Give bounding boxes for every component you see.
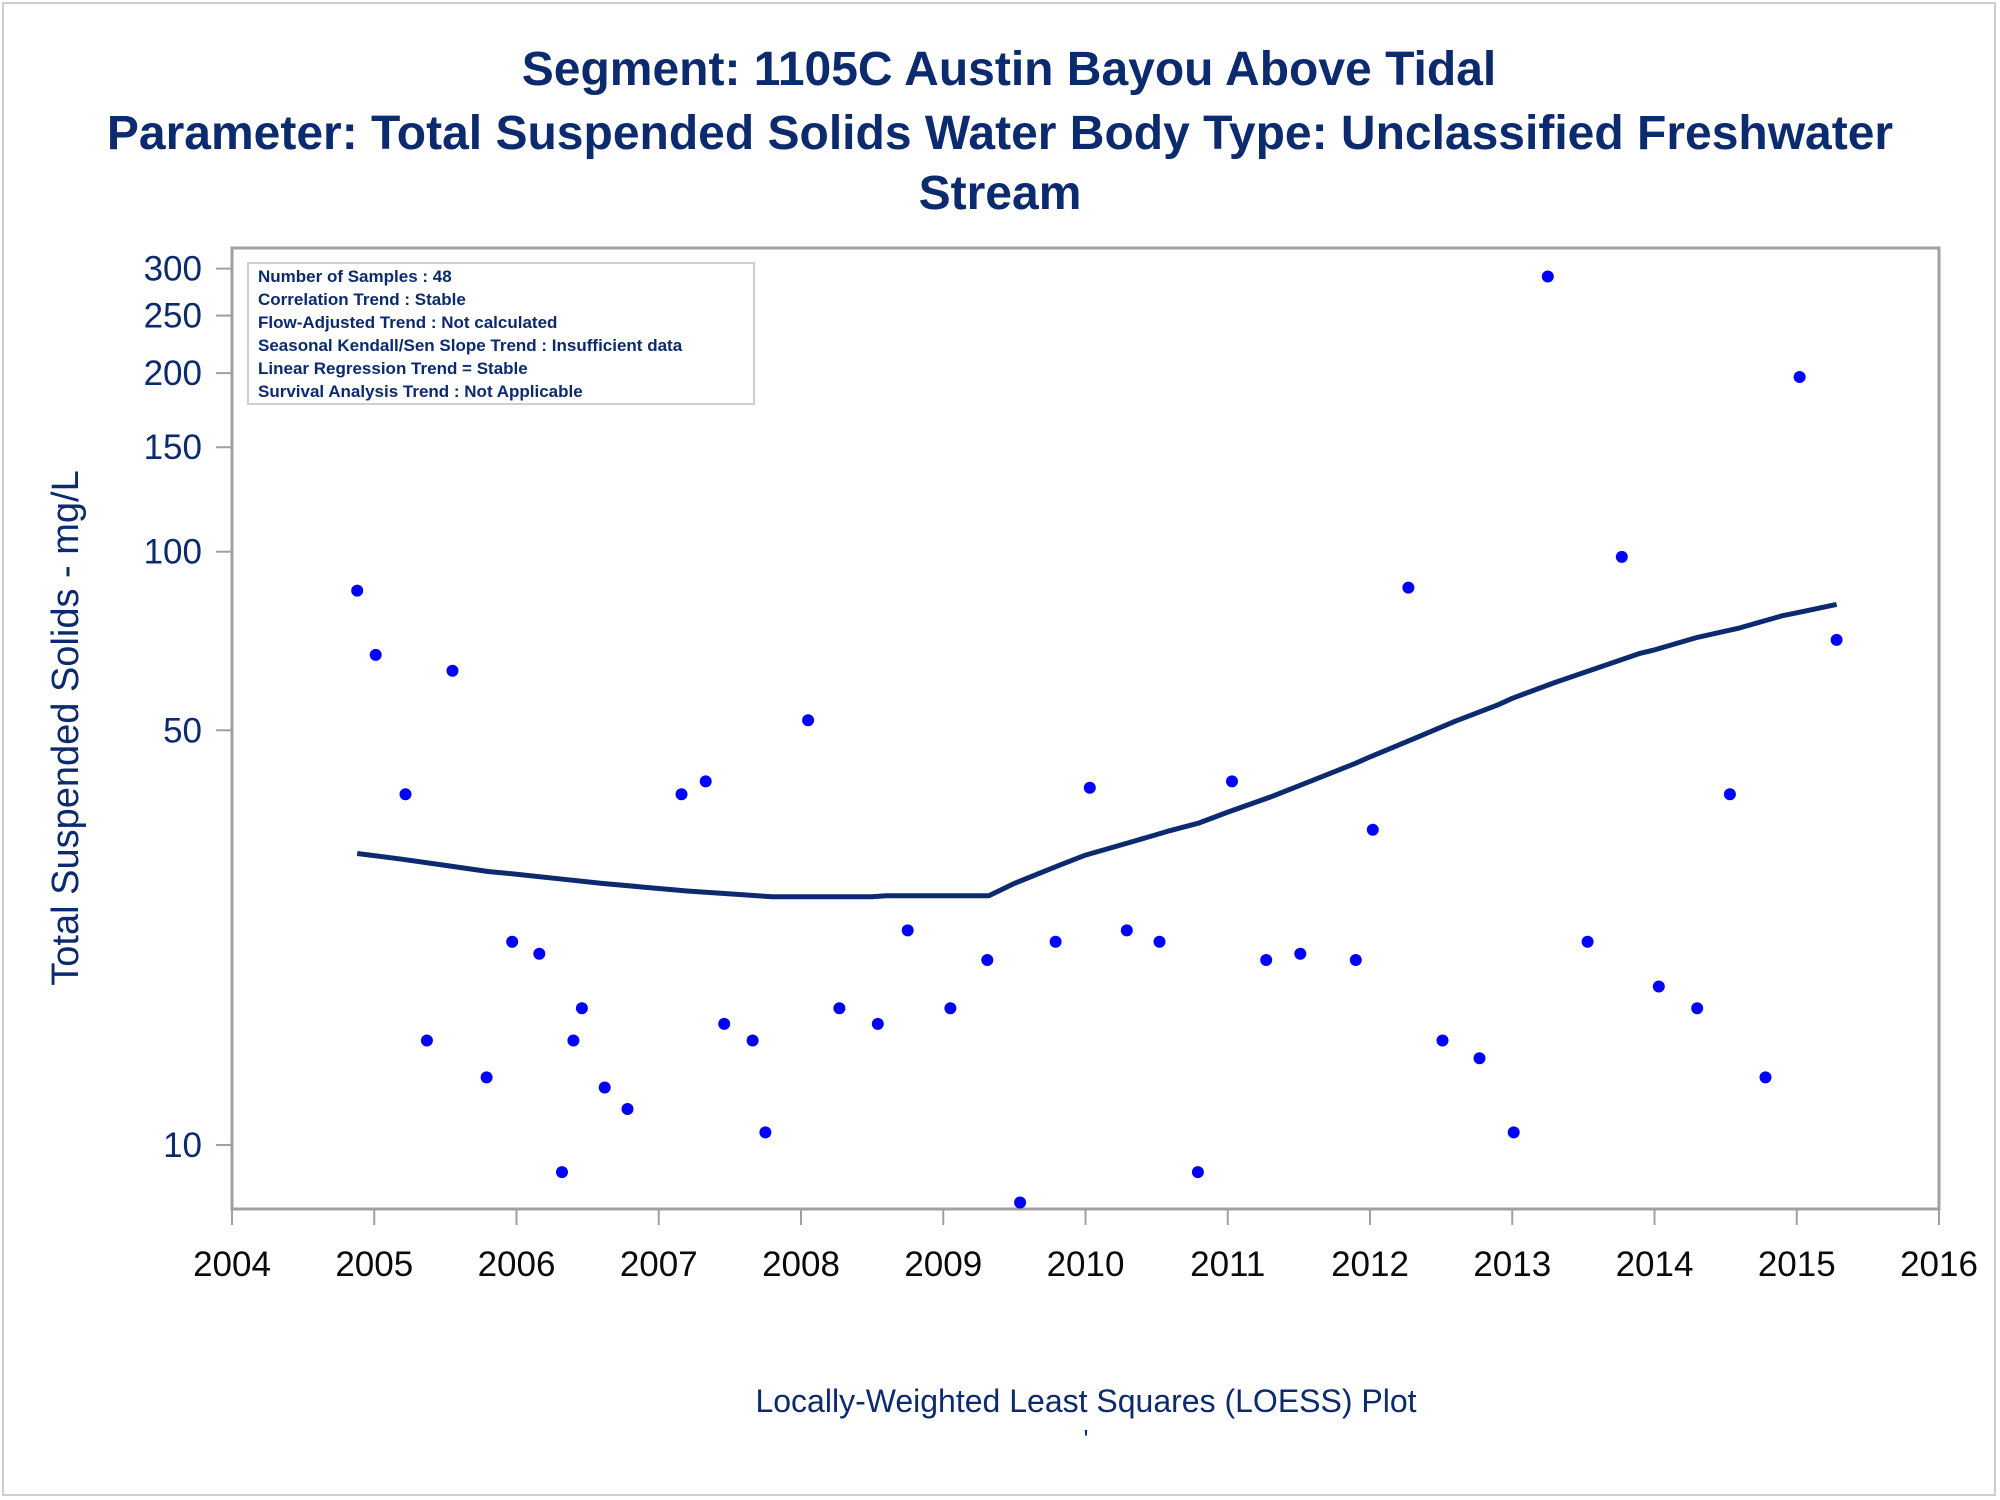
y-axis-label: Total Suspended Solids - mg/L xyxy=(45,470,87,985)
chart-subtitle: Parameter: Total Suspended Solids Water … xyxy=(106,107,1894,160)
x-tick-label: 2006 xyxy=(478,1245,556,1284)
data-point xyxy=(1294,947,1307,960)
x-tick-label: 2011 xyxy=(1190,1245,1265,1284)
data-point xyxy=(1349,954,1362,966)
data-point xyxy=(871,1017,884,1030)
data-point xyxy=(833,1002,846,1015)
data-point xyxy=(621,1103,634,1115)
data-point xyxy=(1260,954,1273,966)
data-point xyxy=(718,1017,731,1030)
data-point xyxy=(1830,633,1843,646)
data-point xyxy=(699,775,712,788)
stat-survival-analysis-trend: Survival Analysis Trend : Not Applicable xyxy=(258,382,583,401)
data-point xyxy=(567,1034,580,1047)
data-point xyxy=(802,714,815,727)
data-point xyxy=(1759,1071,1772,1084)
x-axis-label: Locally-Weighted Least Squares (LOESS) P… xyxy=(755,1383,1416,1419)
stat-samples: Number of Samples : 48 xyxy=(258,267,452,286)
x-tick-label: 2010 xyxy=(1047,1245,1125,1284)
data-point xyxy=(480,1071,493,1084)
stat-seasonal-kendall-trend: Seasonal Kendall/Sen Slope Trend : Insuf… xyxy=(258,336,683,355)
series-layer xyxy=(351,270,1843,1209)
data-point xyxy=(598,1081,611,1094)
data-point xyxy=(1191,1166,1204,1179)
y-tick-label: 300 xyxy=(144,250,202,289)
data-point xyxy=(351,584,364,597)
y-tick-label: 250 xyxy=(144,297,202,336)
data-point xyxy=(1366,823,1379,836)
chart-title: Segment: 1105C Austin Bayou Above Tidal xyxy=(521,43,1497,96)
data-point xyxy=(1120,924,1133,937)
data-point xyxy=(1507,1126,1520,1139)
data-point xyxy=(675,788,688,801)
chart-subtitle-continued: Stream xyxy=(918,167,1082,220)
data-point xyxy=(901,924,914,937)
data-point xyxy=(1014,1196,1027,1209)
data-point xyxy=(1436,1034,1449,1047)
x-tick-label: 2007 xyxy=(620,1245,698,1284)
x-tick-label: 2015 xyxy=(1758,1245,1836,1284)
data-point xyxy=(1541,270,1554,283)
x-tick-label: 2013 xyxy=(1473,1245,1551,1284)
data-point xyxy=(533,947,546,960)
data-point xyxy=(1226,775,1238,788)
data-point xyxy=(944,1002,957,1015)
footnote-mark: ' xyxy=(1084,1424,1089,1454)
data-point xyxy=(506,935,519,948)
data-point xyxy=(759,1126,772,1139)
stat-flow-adjusted-trend: Flow-Adjusted Trend : Not calculated xyxy=(258,313,557,332)
data-point xyxy=(446,664,459,677)
y-axis-ticks: 10 50 100 150 200 250 300 xyxy=(144,250,232,1165)
data-point xyxy=(1723,788,1736,801)
data-point xyxy=(399,788,412,801)
x-tick-label: 2014 xyxy=(1616,1245,1694,1284)
data-point xyxy=(1793,371,1806,383)
stat-linear-regression-trend: Linear Regression Trend = Stable xyxy=(258,359,528,378)
x-tick-label: 2016 xyxy=(1900,1245,1978,1284)
loess-line xyxy=(356,601,1838,900)
y-tick-label: 100 xyxy=(144,533,202,572)
data-point xyxy=(1473,1052,1486,1065)
data-point xyxy=(1153,935,1166,948)
data-point xyxy=(1652,980,1665,993)
y-tick-label: 10 xyxy=(163,1126,202,1165)
data-point xyxy=(1581,935,1594,948)
x-tick-label: 2004 xyxy=(193,1245,271,1284)
data-point xyxy=(420,1034,433,1047)
data-point xyxy=(575,1002,588,1015)
data-point xyxy=(556,1166,568,1179)
data-point xyxy=(1049,935,1062,948)
x-tick-label: 2009 xyxy=(904,1245,982,1284)
x-tick-label: 2005 xyxy=(335,1245,413,1284)
stat-correlation-trend: Correlation Trend : Stable xyxy=(258,290,466,309)
data-point xyxy=(1083,781,1096,794)
y-tick-label: 150 xyxy=(144,428,202,467)
data-point xyxy=(1691,1002,1704,1015)
y-tick-label: 200 xyxy=(144,354,202,393)
x-tick-label: 2008 xyxy=(762,1245,840,1284)
stats-box: Number of Samples : 48 Correlation Trend… xyxy=(247,262,755,405)
data-point xyxy=(1615,550,1628,563)
data-point xyxy=(369,648,382,661)
data-point xyxy=(1402,581,1415,594)
stats-box-border xyxy=(247,262,755,405)
x-axis-ticks: 2004 2005 2006 2007 2008 2009 2010 2011 2012 2013… xyxy=(193,1209,1978,1284)
y-tick-label: 50 xyxy=(163,711,202,750)
data-point xyxy=(746,1034,759,1047)
x-tick-label: 2012 xyxy=(1331,1245,1409,1284)
data-point xyxy=(981,954,994,966)
